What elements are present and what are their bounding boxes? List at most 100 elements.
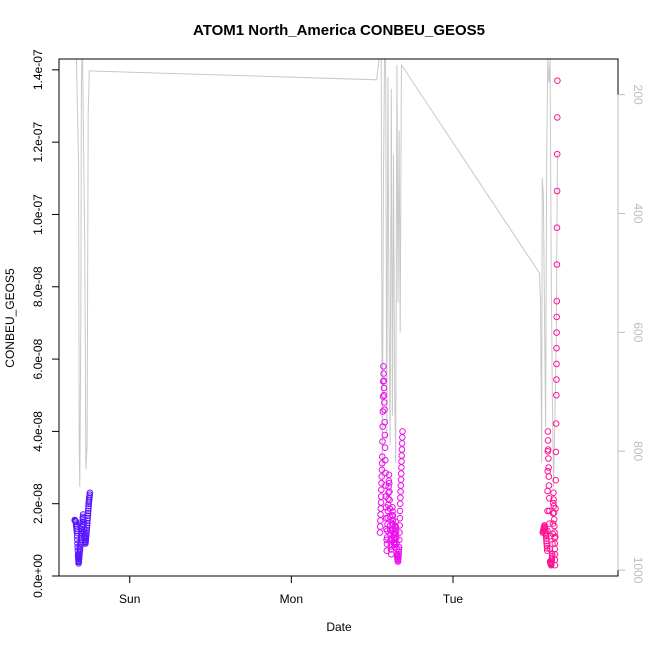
data-point — [75, 560, 82, 567]
data-point — [549, 551, 556, 558]
y-tick-label: 2.0e-08 — [31, 483, 45, 524]
plot-frame — [58, 58, 619, 577]
data-point — [551, 561, 559, 569]
scatter-points — [71, 77, 561, 569]
data-point — [550, 496, 557, 503]
data-point — [544, 487, 551, 495]
data-point — [74, 536, 81, 544]
y-tick-label: 4.0e-08 — [31, 411, 45, 452]
chart-title: ATOM1 North_America CONBEU_GEOS5 — [193, 22, 485, 39]
data-point — [381, 399, 388, 406]
data-point — [385, 471, 393, 479]
data-point — [544, 507, 551, 515]
data-point — [386, 488, 393, 495]
data-point — [84, 514, 91, 522]
data-point — [382, 457, 389, 464]
y-axis: 0.0e+00 2.0e-08 4.0e-08 6.0e-08 8.0e-08 1.0e-… — [31, 49, 59, 598]
data-point — [379, 408, 387, 415]
data-point — [380, 363, 387, 370]
data-point — [543, 545, 551, 552]
data-point — [80, 518, 87, 526]
data-point — [83, 524, 91, 532]
data-point — [395, 543, 403, 551]
data-point — [544, 527, 551, 535]
data-point — [552, 533, 559, 541]
y-tick-label: 1.2e-07 — [31, 122, 45, 163]
data-point — [84, 517, 91, 524]
data-point — [381, 444, 389, 452]
data-point — [554, 114, 561, 121]
data-point — [399, 434, 406, 441]
y-axis-label: CONBEU_GEOS5 — [3, 268, 17, 368]
data-point — [380, 384, 388, 392]
data-point — [84, 507, 92, 515]
x-axis-label: Date — [326, 620, 352, 634]
data-point — [394, 558, 402, 565]
data-point — [386, 496, 393, 504]
secondary-line — [72, 58, 558, 487]
data-point — [377, 511, 384, 518]
data-point — [553, 313, 561, 321]
data-point — [379, 378, 387, 385]
data-point — [396, 500, 404, 508]
data-point — [83, 522, 91, 529]
data-point — [380, 391, 388, 399]
data-point — [398, 440, 406, 447]
data-point — [395, 548, 403, 556]
data-point — [397, 488, 404, 495]
data-point — [394, 555, 402, 563]
data-point — [83, 529, 90, 536]
data-point — [376, 523, 384, 530]
data-point — [75, 555, 83, 563]
data-point — [396, 514, 404, 522]
data-point — [397, 482, 405, 489]
data-point — [378, 473, 386, 480]
data-point — [384, 527, 391, 535]
series-3 — [539, 77, 561, 569]
data-point — [86, 489, 94, 497]
y-tick-label: 6.0e-08 — [31, 338, 45, 379]
data-point — [395, 551, 402, 558]
data-point — [389, 504, 396, 511]
data-point — [545, 455, 552, 462]
data-point — [75, 553, 83, 561]
data-point — [380, 377, 388, 385]
data-point — [553, 261, 561, 268]
y-tick-label: 1.0e-07 — [31, 194, 45, 235]
data-point — [377, 505, 385, 512]
y-tick-label: 8.0e-08 — [31, 266, 45, 307]
data-point — [83, 526, 90, 534]
data-point — [73, 532, 81, 540]
data-point — [553, 187, 561, 195]
x-tick-label: Mon — [280, 592, 303, 606]
y2-tick-label: 800 — [631, 441, 645, 461]
data-point — [376, 529, 384, 536]
data-point — [385, 495, 392, 503]
data-point — [545, 482, 553, 489]
data-point — [75, 557, 83, 565]
data-point — [388, 511, 396, 519]
secondary-y-axis: 200 400 600 800 1000 — [617, 85, 645, 584]
data-point — [544, 446, 552, 453]
data-point — [396, 529, 403, 536]
data-point — [84, 510, 92, 517]
data-point — [396, 522, 404, 529]
data-point — [553, 329, 560, 336]
data-point — [396, 507, 404, 515]
series-1 — [71, 489, 94, 567]
data-point — [377, 499, 385, 506]
data-point — [543, 537, 550, 545]
data-point — [553, 376, 560, 383]
data-point — [381, 406, 388, 414]
series-2 — [376, 363, 406, 565]
data-point — [377, 493, 385, 500]
y2-tick-label: 1000 — [631, 557, 645, 584]
y-tick-label: 0.0e+00 — [31, 554, 45, 598]
data-point — [381, 419, 389, 426]
y-tick-label: 1.4e-07 — [31, 49, 45, 90]
data-point — [381, 431, 389, 439]
y2-tick-label: 400 — [631, 203, 645, 223]
data-point — [550, 509, 558, 517]
x-tick-label: Tue — [443, 592, 464, 606]
